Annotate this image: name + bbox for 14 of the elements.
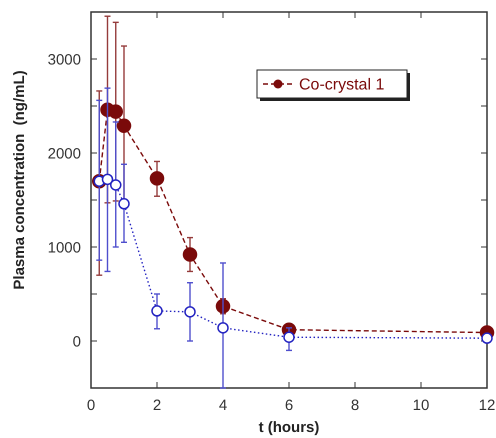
y-axis-title: Plasma concentration (ng/mL)	[11, 70, 28, 290]
y-tick-label: 2000	[48, 145, 81, 162]
x-tick-label: 2	[152, 397, 162, 414]
x-tick-label: 10	[412, 397, 430, 414]
legend-label: Co-crystal 1	[299, 76, 384, 94]
x-tick-label: 6	[284, 397, 294, 414]
y-tick-label: 3000	[48, 51, 81, 68]
y-tick-label: 1000	[48, 239, 81, 256]
y-tick-label: 0	[72, 333, 81, 350]
x-tick-label: 12	[478, 397, 496, 414]
x-tick-label: 0	[86, 397, 96, 414]
x-tick-label: 8	[350, 397, 360, 414]
x-tick-label: 4	[218, 397, 228, 414]
x-axis-title: t (hours)	[258, 419, 320, 436]
